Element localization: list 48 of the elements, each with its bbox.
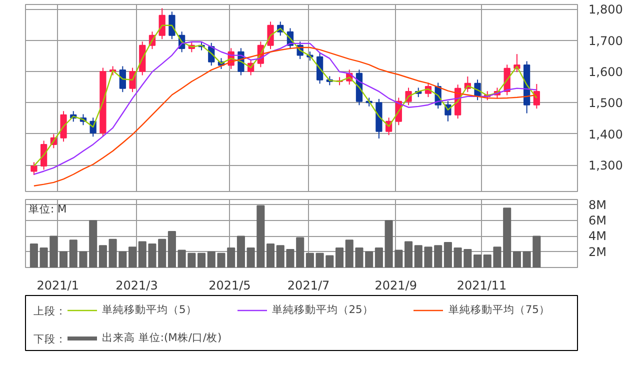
text: 下段： [34, 332, 66, 346]
legend-label: 単純移動平均（75） [448, 303, 550, 317]
y-tick-label: 1,500 [588, 96, 623, 110]
candlestick [267, 21, 274, 50]
bar [266, 244, 275, 268]
y-tick-label: 1,300 [588, 158, 623, 173]
bar [236, 236, 245, 268]
annotation: 単位: M [28, 202, 67, 216]
bar [60, 251, 68, 268]
bar [374, 247, 383, 268]
bar [474, 254, 482, 268]
bar [30, 244, 38, 268]
legend-label: 出来高 単位:(M株/口/枚) [102, 331, 222, 345]
candlestick [119, 66, 126, 93]
bar [128, 246, 137, 268]
bar [168, 231, 176, 268]
candlestick [168, 11, 176, 40]
text: 上段： [34, 304, 66, 318]
bar [512, 251, 521, 268]
y-tick-label: 4M [588, 229, 606, 244]
bar [306, 252, 314, 268]
x-tick-label: 2021/7 [287, 278, 330, 292]
x-tick-label: 2021/3 [116, 278, 158, 292]
y-tick-label: 1,600 [588, 65, 623, 80]
candlestick [533, 83, 540, 110]
candlestick [316, 52, 324, 84]
x-tick-label: 2021/5 [208, 278, 251, 292]
bar [404, 241, 413, 268]
y-tick-label: 1,800 [588, 2, 623, 17]
y-tick-label: 1,700 [588, 34, 623, 48]
candlestick [30, 162, 38, 176]
y-tick-label: 8M [588, 198, 606, 212]
legend-label: 単純移動平均（5） [102, 303, 197, 317]
x-tick-label: 2021/9 [374, 278, 417, 292]
x-tick-label: 2021/1 [36, 278, 79, 292]
bar [444, 242, 452, 268]
bar [198, 252, 206, 268]
candlestick [60, 110, 67, 142]
y-tick-label: 6M [588, 214, 606, 228]
x-tick-label: 2021/11 [456, 278, 507, 292]
candlestick [158, 8, 166, 40]
y-tick-label: 2M [588, 244, 606, 259]
y-tick-label: 1,400 [588, 127, 623, 142]
bar [336, 247, 344, 268]
bar [98, 245, 107, 268]
candlestick [40, 140, 48, 170]
legend-label: 単純移動平均（25） [272, 303, 374, 317]
candlestick [129, 67, 136, 93]
